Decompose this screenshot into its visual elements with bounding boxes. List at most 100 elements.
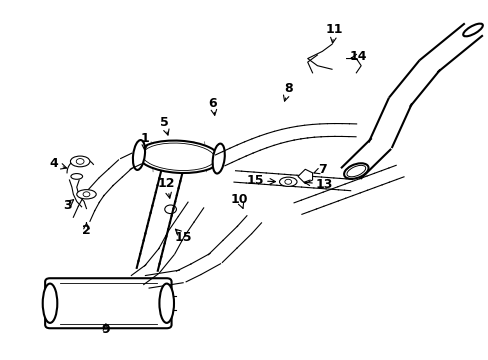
Polygon shape [305, 125, 314, 138]
Polygon shape [258, 172, 265, 184]
Polygon shape [109, 160, 132, 177]
Polygon shape [389, 61, 439, 106]
Polygon shape [289, 126, 301, 140]
Text: 1: 1 [140, 132, 149, 145]
Polygon shape [323, 189, 338, 204]
Polygon shape [359, 176, 374, 190]
Polygon shape [208, 240, 236, 262]
Polygon shape [289, 175, 296, 186]
Polygon shape [315, 192, 330, 206]
Polygon shape [293, 200, 308, 214]
Polygon shape [140, 247, 163, 257]
Polygon shape [312, 124, 321, 137]
Text: 10: 10 [230, 193, 248, 206]
Polygon shape [301, 176, 308, 188]
Polygon shape [168, 216, 194, 237]
Polygon shape [176, 264, 200, 282]
Polygon shape [307, 176, 315, 188]
Text: 2: 2 [82, 224, 91, 237]
Polygon shape [283, 174, 290, 186]
Polygon shape [158, 231, 184, 254]
Polygon shape [282, 128, 294, 141]
Text: 15: 15 [246, 174, 264, 187]
Text: 3: 3 [62, 198, 71, 212]
Polygon shape [270, 174, 278, 185]
Polygon shape [99, 169, 122, 186]
Polygon shape [229, 145, 246, 159]
Polygon shape [137, 261, 159, 271]
Ellipse shape [77, 190, 96, 199]
Polygon shape [319, 177, 327, 189]
Polygon shape [145, 270, 183, 288]
Polygon shape [83, 190, 104, 203]
Polygon shape [368, 99, 411, 147]
Polygon shape [352, 179, 367, 193]
Polygon shape [152, 199, 175, 209]
Polygon shape [156, 185, 178, 195]
Polygon shape [337, 184, 352, 198]
Polygon shape [331, 178, 339, 190]
Polygon shape [366, 174, 381, 188]
Text: 5: 5 [160, 116, 168, 129]
Polygon shape [348, 124, 356, 137]
Polygon shape [190, 253, 220, 274]
Text: 15: 15 [175, 231, 192, 244]
Polygon shape [148, 213, 171, 222]
Text: 7: 7 [317, 163, 326, 176]
FancyBboxPatch shape [45, 278, 171, 328]
Polygon shape [266, 131, 280, 145]
Text: 12: 12 [158, 177, 175, 190]
Polygon shape [259, 134, 273, 148]
Polygon shape [313, 177, 321, 188]
Polygon shape [237, 216, 261, 234]
Polygon shape [138, 254, 161, 264]
Polygon shape [89, 178, 113, 196]
Ellipse shape [462, 24, 482, 36]
Ellipse shape [137, 140, 220, 173]
Polygon shape [330, 187, 345, 201]
Text: 8: 8 [284, 82, 292, 95]
Ellipse shape [279, 177, 296, 186]
Polygon shape [341, 123, 349, 136]
Polygon shape [301, 198, 316, 212]
Polygon shape [344, 179, 351, 191]
Polygon shape [215, 152, 232, 166]
Polygon shape [345, 181, 360, 195]
Text: 11: 11 [325, 23, 343, 36]
Text: 4: 4 [49, 157, 58, 170]
Polygon shape [252, 172, 260, 184]
Ellipse shape [344, 163, 368, 179]
Polygon shape [73, 207, 95, 221]
Polygon shape [341, 139, 389, 178]
Polygon shape [274, 129, 287, 143]
Polygon shape [381, 168, 396, 182]
Polygon shape [131, 265, 158, 284]
Polygon shape [234, 171, 241, 183]
Polygon shape [334, 123, 342, 136]
Text: 6: 6 [208, 97, 217, 110]
Polygon shape [251, 136, 266, 150]
Text: 14: 14 [349, 50, 367, 63]
Text: 9: 9 [102, 323, 110, 336]
Ellipse shape [70, 156, 90, 167]
Polygon shape [154, 192, 177, 202]
Polygon shape [121, 153, 141, 169]
Polygon shape [143, 233, 166, 243]
Polygon shape [144, 248, 174, 273]
Polygon shape [78, 197, 99, 211]
Polygon shape [319, 123, 327, 137]
Polygon shape [159, 171, 182, 181]
Ellipse shape [159, 284, 174, 323]
Polygon shape [157, 178, 180, 188]
Polygon shape [264, 173, 272, 185]
Polygon shape [223, 226, 251, 248]
Polygon shape [150, 206, 173, 216]
Ellipse shape [42, 284, 57, 323]
Ellipse shape [133, 140, 145, 170]
Polygon shape [419, 24, 481, 72]
Polygon shape [308, 195, 323, 209]
Polygon shape [388, 165, 403, 180]
Polygon shape [142, 240, 164, 250]
Polygon shape [222, 148, 239, 162]
Polygon shape [244, 139, 260, 153]
